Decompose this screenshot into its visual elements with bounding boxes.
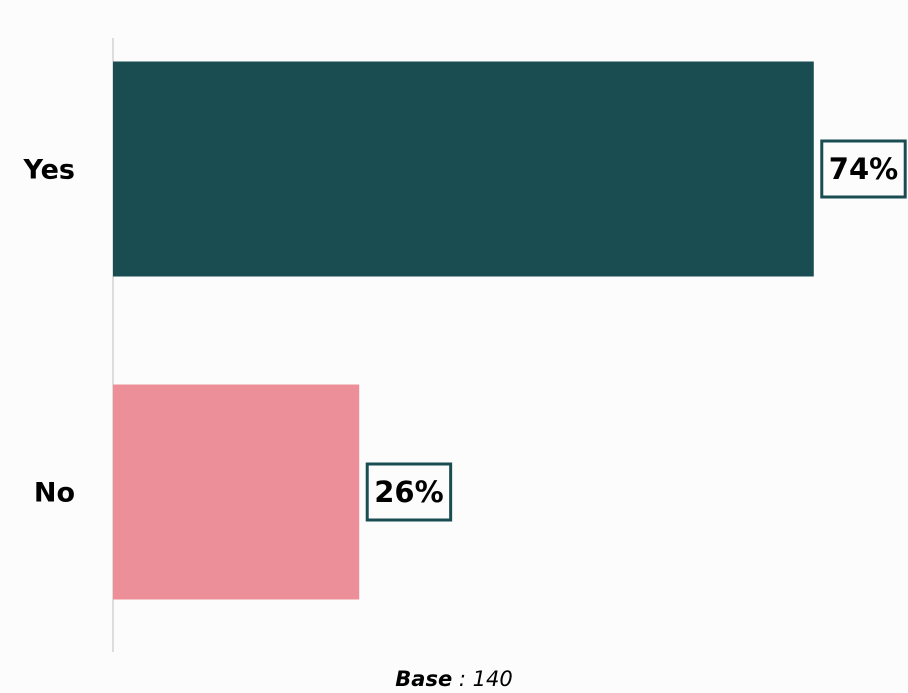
category-label: Yes: [23, 155, 75, 186]
category-label: No: [34, 478, 75, 509]
footnote: Base : 140: [395, 667, 512, 691]
bar: [113, 384, 360, 600]
bar: [113, 61, 814, 277]
footnote-label: Base: [395, 667, 452, 691]
value-label-box: [365, 462, 453, 522]
value-label: 74%: [829, 152, 898, 186]
value-label: 26%: [374, 475, 443, 509]
footnote-text: : 140: [459, 667, 513, 691]
value-label-box: [820, 139, 907, 199]
